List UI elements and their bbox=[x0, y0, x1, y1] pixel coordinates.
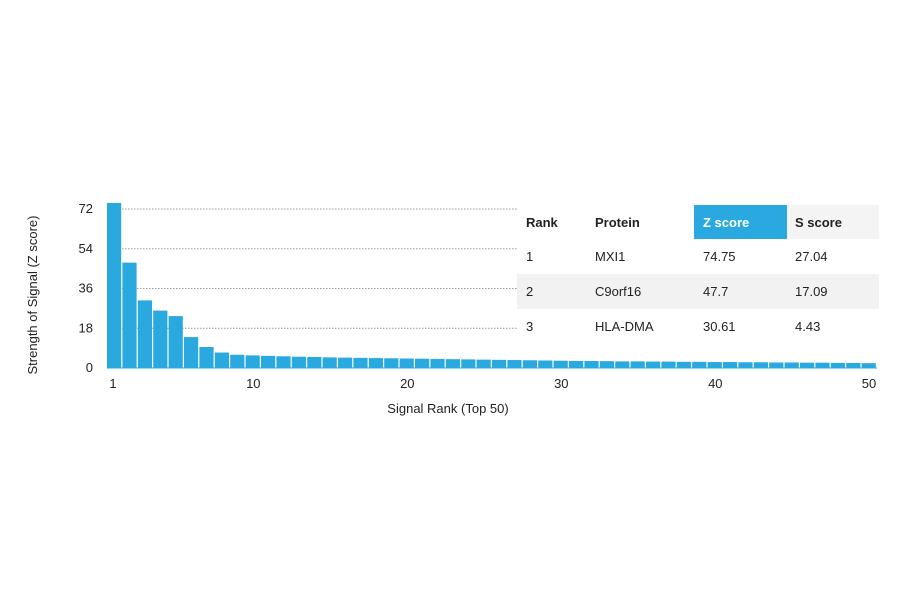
bar bbox=[569, 360, 584, 368]
y-axis-title: Strength of Signal (Z score) bbox=[25, 216, 40, 375]
bar bbox=[476, 359, 491, 368]
bar bbox=[399, 358, 414, 368]
results-table: Rank Protein Z score S score 1 MXI1 74.75 27.04… bbox=[517, 205, 879, 334]
x-axis-title: Signal Rank (Top 50) bbox=[387, 401, 508, 416]
bar bbox=[461, 359, 476, 368]
x-tick-label: 1 bbox=[109, 376, 116, 391]
y-tick-label: 18 bbox=[79, 320, 93, 335]
x-tick-label: 40 bbox=[708, 376, 722, 391]
bar bbox=[646, 361, 661, 368]
y-tick-label: 72 bbox=[79, 201, 93, 216]
table-cell: 30.61 bbox=[703, 319, 736, 334]
bar bbox=[723, 362, 738, 368]
x-tick-label: 30 bbox=[554, 376, 568, 391]
bar bbox=[322, 357, 337, 368]
bar bbox=[800, 362, 815, 368]
bar bbox=[830, 362, 845, 368]
bar bbox=[107, 202, 122, 368]
bar bbox=[553, 360, 568, 368]
y-tick-label: 36 bbox=[79, 281, 93, 296]
table-cell: 27.04 bbox=[795, 249, 828, 264]
bar bbox=[769, 362, 784, 368]
x-axis-ticks: 1 10 20 30 40 50 bbox=[109, 376, 876, 391]
bar bbox=[692, 361, 707, 368]
bar bbox=[214, 352, 229, 368]
bar bbox=[738, 362, 753, 368]
bar bbox=[307, 356, 322, 368]
bar bbox=[584, 360, 599, 368]
bar bbox=[430, 358, 445, 368]
bar bbox=[384, 358, 399, 368]
x-tick-label: 50 bbox=[862, 376, 876, 391]
table-cell: HLA-DMA bbox=[595, 319, 654, 334]
bar bbox=[599, 361, 614, 368]
table-header-cell: S score bbox=[795, 215, 842, 230]
table-cell: 2 bbox=[526, 284, 533, 299]
bar bbox=[137, 300, 152, 368]
table-cell: 74.75 bbox=[703, 249, 736, 264]
table-cell: 4.43 bbox=[795, 319, 820, 334]
bar bbox=[276, 356, 291, 368]
bar bbox=[168, 316, 183, 368]
bar bbox=[753, 362, 768, 368]
table-header-cell: Z score bbox=[703, 215, 749, 230]
bar bbox=[615, 361, 630, 369]
bar bbox=[676, 361, 691, 368]
bar bbox=[122, 262, 137, 368]
bar bbox=[368, 358, 383, 368]
bar bbox=[184, 337, 199, 368]
bar bbox=[846, 362, 861, 368]
bar bbox=[538, 360, 553, 368]
y-tick-label: 54 bbox=[79, 241, 93, 256]
header-background bbox=[787, 205, 879, 239]
bar bbox=[245, 355, 260, 368]
bar bbox=[492, 359, 507, 368]
bar bbox=[261, 355, 276, 368]
table-cell: MXI1 bbox=[595, 249, 625, 264]
bar bbox=[707, 362, 722, 368]
table-cell: 47.7 bbox=[703, 284, 728, 299]
bar bbox=[153, 310, 168, 368]
table-header-cell: Rank bbox=[526, 215, 559, 230]
bar bbox=[815, 362, 830, 368]
table-cell: 1 bbox=[526, 249, 533, 264]
bar bbox=[661, 361, 676, 368]
bar bbox=[784, 362, 799, 368]
bar bbox=[353, 357, 368, 368]
table-row-stripe bbox=[517, 274, 879, 309]
bar bbox=[338, 357, 353, 368]
y-axis-ticks: 0 18 36 54 72 bbox=[79, 201, 93, 375]
bar bbox=[291, 356, 306, 368]
bar bbox=[445, 359, 460, 368]
bar bbox=[199, 347, 214, 368]
x-tick-label: 10 bbox=[246, 376, 260, 391]
bar bbox=[630, 361, 645, 369]
bar bbox=[861, 363, 876, 368]
bar bbox=[230, 354, 245, 368]
bar bbox=[507, 360, 522, 368]
table-header-cell: Protein bbox=[595, 215, 640, 230]
bar-layer bbox=[107, 202, 877, 369]
table-cell: C9orf16 bbox=[595, 284, 641, 299]
z-score-header-highlight bbox=[694, 205, 787, 239]
grid-layer bbox=[107, 208, 517, 329]
y-tick-label: 0 bbox=[86, 360, 93, 375]
bar bbox=[415, 358, 430, 369]
x-tick-label: 20 bbox=[400, 376, 414, 391]
bar bbox=[522, 360, 537, 368]
table-cell: 3 bbox=[526, 319, 533, 334]
table-cell: 17.09 bbox=[795, 284, 828, 299]
